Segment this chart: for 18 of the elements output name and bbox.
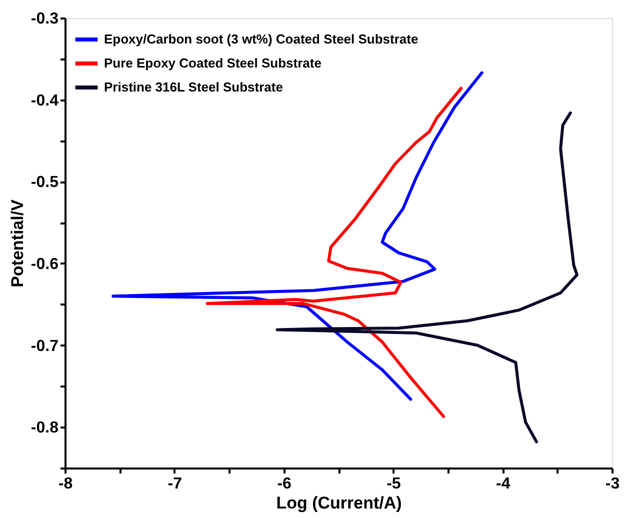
x-tick-label: -8: [58, 476, 73, 492]
y-axis-title: Potential/V: [8, 198, 27, 288]
legend-label: Pure Epoxy Coated Steel Substrate: [104, 56, 322, 70]
line-series: [276, 111, 578, 444]
legend-label: Epoxy/Carbon soot (3 wt%) Coated Steel Substrate: [104, 32, 418, 46]
y-tick-label: -0.4: [30, 92, 59, 110]
x-tick-label: -7: [168, 476, 182, 492]
y-tick-label: -0.3: [30, 10, 59, 28]
x-tick-label: -4: [496, 476, 510, 492]
y-tick-label: -0.6: [30, 256, 59, 273]
x-tick-label: -6: [277, 476, 292, 492]
y-tick-label: -0.7: [30, 338, 59, 355]
y-tick-label: -0.8: [30, 420, 59, 437]
legend-label: Pristine 316L Steel Substrate: [104, 80, 283, 94]
x-tick-label: -3: [605, 476, 620, 492]
y-tick-label: -0.5: [30, 174, 59, 192]
x-axis-title: Log (Current/A): [276, 494, 402, 512]
x-tick-label: -5: [386, 476, 401, 492]
